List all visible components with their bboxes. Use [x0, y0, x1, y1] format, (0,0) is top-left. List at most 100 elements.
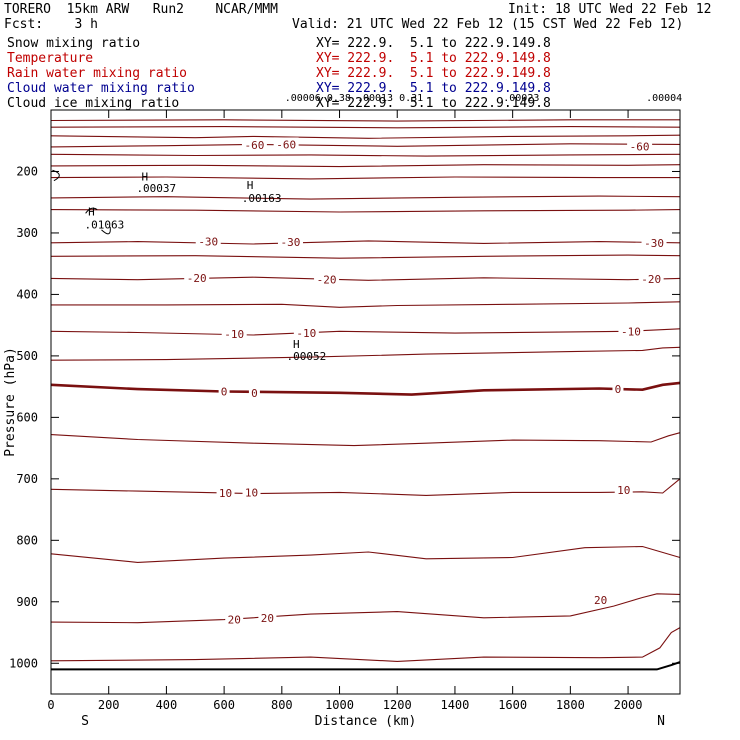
- contour-label-bg: [293, 326, 319, 340]
- contour-label-bg: [242, 485, 261, 499]
- top-max-label: .00006 0.38 .00013 0.31: [285, 93, 423, 104]
- contour-label-bg: [618, 324, 644, 338]
- max-annotation: H: [141, 170, 148, 183]
- max-annotation: .00052: [286, 350, 326, 363]
- contour-label: -60: [244, 139, 264, 152]
- field-name-cloud-water: Cloud water mixing ratio: [7, 81, 195, 96]
- contour-label-bg: [641, 235, 667, 249]
- contour-label: -10: [224, 328, 244, 341]
- y-axis-label: Pressure (hPa): [3, 347, 18, 457]
- contour-label-bg: [314, 272, 340, 286]
- temperature-contour-m65: [50, 134, 681, 139]
- x-axis-label: Distance (km): [315, 714, 417, 729]
- plot-frame: [50, 109, 681, 695]
- max-annotation: H: [88, 205, 95, 218]
- temperature-contour-m20: [50, 276, 681, 281]
- contour-label: 0: [615, 383, 622, 396]
- contour-label-bg: [277, 235, 303, 249]
- x-tick-label: 0: [47, 698, 54, 712]
- max-annotation: .01063: [85, 218, 125, 231]
- contour-label-bg: [218, 384, 230, 398]
- contour-label: 10: [219, 487, 232, 500]
- contour-label: -10: [621, 325, 641, 338]
- top-max-label: .00023: [503, 93, 539, 104]
- contour-label-bg: [241, 138, 267, 152]
- contour-label: -60: [276, 138, 296, 151]
- temperature-contour-m45: [50, 176, 680, 180]
- contour-label: -20: [641, 273, 661, 286]
- x-tick-label: 200: [98, 698, 120, 712]
- cloud-ice-contour: [85, 207, 98, 214]
- x-tick-label: 1800: [556, 698, 585, 712]
- x-tick-label: 1000: [325, 698, 354, 712]
- endpoint-north: N: [657, 714, 665, 729]
- forecast-hour: Fcst: 3 h: [4, 17, 98, 32]
- temperature-contour-m55: [50, 153, 681, 157]
- contour-label-bg: [612, 382, 624, 396]
- x-tick-label: 600: [213, 698, 235, 712]
- contour-label: -20: [187, 272, 207, 285]
- contour-label: 0: [251, 387, 258, 400]
- x-tick-label: 1600: [498, 698, 527, 712]
- contour-label: 10: [245, 486, 258, 499]
- field-xy-temperature: XY= 222.9. 5.1 to 222.9.149.8: [316, 51, 551, 66]
- contour-label: -20: [317, 274, 337, 287]
- temperature-contour-20: [50, 593, 681, 624]
- contour-label-bg: [273, 137, 299, 151]
- contour-label: -60: [630, 140, 650, 153]
- contour-label: 10: [617, 484, 630, 497]
- max-annotation: H: [247, 179, 254, 192]
- temperature-contour-5: [50, 432, 681, 447]
- plot-axes: 0 200 400 600 800 1000 1200 1400 1600 1800 2000200…: [3, 110, 680, 729]
- max-annotation: .00163: [242, 192, 282, 205]
- contour-label: 20: [261, 612, 274, 625]
- y-tick-label: 700: [16, 472, 38, 486]
- contour-label-bg: [195, 234, 221, 248]
- y-tick-label: 600: [16, 410, 38, 424]
- y-tick-label: 500: [16, 349, 38, 363]
- contour-label-bg: [258, 610, 277, 624]
- x-tick-label: 1200: [383, 698, 412, 712]
- temperature-contour-m50: [50, 164, 681, 168]
- contour-label-bg: [216, 485, 235, 499]
- contour-label: -30: [644, 237, 664, 250]
- max-annotation: .00037: [136, 182, 176, 195]
- contour-label-bg: [221, 326, 247, 340]
- run-title: TORERO 15km ARW Run2 NCAR/MMM: [4, 2, 278, 17]
- contour-label: 20: [594, 594, 607, 607]
- contour-label-bg: [627, 139, 653, 153]
- temperature-contour-m25: [50, 254, 681, 259]
- contour-label: 20: [228, 614, 241, 627]
- contour-label-bg: [591, 592, 610, 606]
- y-tick-label: 200: [16, 164, 38, 178]
- contour-label-bg: [184, 270, 210, 284]
- top-max-label: .00004: [646, 93, 682, 104]
- contour-label: -30: [281, 236, 301, 249]
- temperature-contour-m35: [50, 209, 681, 213]
- y-tick-label: 300: [16, 226, 38, 240]
- contour-label-bg: [614, 482, 633, 496]
- temperature-contour-m10: [50, 328, 681, 336]
- y-tick-label: 800: [16, 533, 38, 547]
- temperature-contour-15: [50, 545, 681, 563]
- temperature-contour-m5: [50, 346, 681, 361]
- contour-label-bg: [638, 272, 664, 286]
- x-tick-label: 400: [156, 698, 178, 712]
- y-tick-label: 400: [16, 287, 38, 301]
- temperature-contours: [50, 119, 681, 671]
- field-name-cloud-ice: Cloud ice mixing ratio: [7, 96, 180, 111]
- temperature-contour-10: [50, 478, 681, 496]
- x-tick-label: 2000: [614, 698, 643, 712]
- contour-label: 0: [221, 386, 228, 399]
- init-time: Init: 18 UTC Wed 22 Feb 12: [508, 2, 712, 17]
- y-tick-label: 1000: [9, 656, 38, 670]
- temperature-contour-m15: [51, 301, 681, 308]
- field-name-temperature: Temperature: [7, 51, 94, 66]
- field-xy-rain: XY= 222.9. 5.1 to 222.9.149.8: [316, 66, 551, 81]
- x-tick-label: 1400: [440, 698, 469, 712]
- contour-label-bg: [225, 612, 244, 626]
- field-xy-snow: XY= 222.9. 5.1 to 222.9.149.8: [316, 36, 551, 51]
- temperature-contour-25: [50, 627, 681, 662]
- contour-labels: -60 -60 -60 -30 -30 -30 -20 -20 -20 -10 -10 -10 0 0 0 1…: [85, 93, 683, 627]
